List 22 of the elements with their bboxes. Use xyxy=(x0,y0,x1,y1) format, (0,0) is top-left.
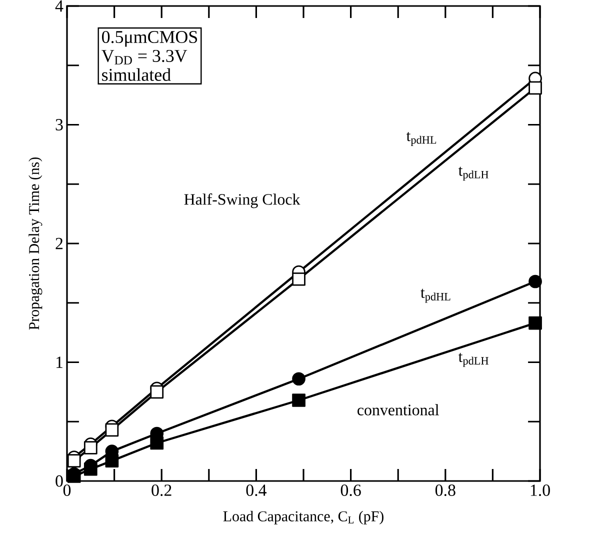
x-tick-label: 0.8 xyxy=(435,484,456,496)
y-tick-label: 2 xyxy=(56,238,63,250)
annotation: t$_{pdLH}$ xyxy=(458,352,488,367)
annotation: 0.5μmCMOS xyxy=(102,30,198,47)
y-tick-label: 0 xyxy=(56,475,63,487)
annotation: Half-Swing Clock xyxy=(184,193,300,208)
annotation: t$_{pdHL}$ xyxy=(406,132,436,146)
annotation: t$_{pdLH}$ xyxy=(458,166,488,181)
x-tick-label: 0 xyxy=(63,484,71,496)
x-tick-label: 1.0 xyxy=(530,484,550,496)
x-axis-title: Load Capacitance, C$_{L}$ (pF) xyxy=(223,510,384,524)
y-tick-label: 1 xyxy=(56,356,62,368)
x-tick-label: 0.2 xyxy=(152,484,172,496)
annotation: simulated xyxy=(102,68,171,81)
annotation: V$_{DD}$ = 3.3V xyxy=(102,50,188,64)
annotation: t$_{pdHL}$ xyxy=(420,288,450,303)
y-tick-label: 3 xyxy=(56,119,63,130)
y-axis-title: Propagation Delay Time (ns) xyxy=(28,157,42,330)
x-tick-label: 0.4 xyxy=(246,484,267,496)
annotation: conventional xyxy=(358,404,439,416)
x-tick-label: 0.6 xyxy=(340,484,361,496)
y-tick-label: 4 xyxy=(55,0,64,12)
